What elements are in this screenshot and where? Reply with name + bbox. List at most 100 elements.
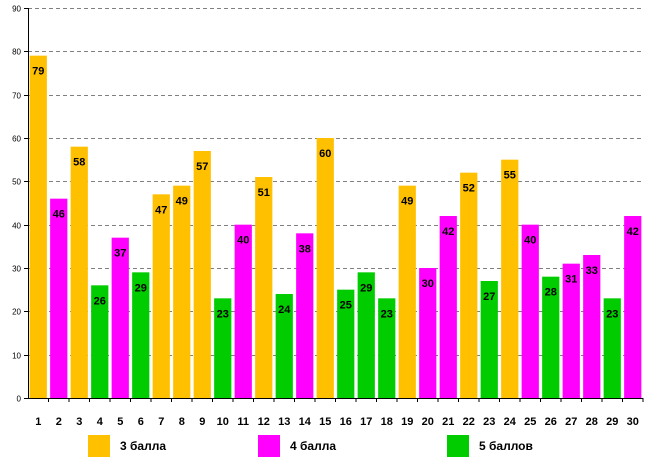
data-label: 23 [606,308,618,320]
x-tick-label: 19 [401,416,413,428]
data-label: 29 [135,282,147,294]
x-tick-label: 29 [606,416,618,428]
x-tick-label: 2 [56,416,62,428]
data-label: 60 [319,148,331,160]
legend-item-5: 5 баллов [447,433,533,459]
bar [357,272,375,398]
x-tick-label: 21 [442,416,454,428]
x-tick-label: 25 [524,416,536,428]
data-label: 47 [155,204,167,216]
data-label: 26 [94,295,106,307]
data-label: 49 [401,196,413,208]
data-label: 40 [524,235,536,247]
y-tick-label: 40 [12,222,21,231]
bar [542,276,560,398]
x-tick-label: 11 [237,416,249,428]
x-tick-label: 12 [258,416,270,428]
bar [521,224,539,398]
data-label: 38 [299,243,311,255]
data-label: 40 [237,235,249,247]
legend-swatch-3 [88,435,110,457]
legend-item-3: 3 балла [88,433,166,459]
y-tick-label: 0 [17,395,22,404]
x-tick-label: 14 [299,416,312,428]
bar [152,194,170,398]
bar [50,198,68,398]
data-label: 58 [73,157,85,169]
data-label: 23 [381,308,393,320]
bar [275,294,293,398]
data-label: 46 [53,209,65,221]
bar [255,177,273,398]
bar [316,138,334,398]
bar [214,298,232,398]
data-label: 31 [565,274,577,286]
x-tick-label: 4 [97,416,104,428]
x-tick-label: 26 [545,416,557,428]
legend-swatch-5 [447,435,469,457]
gridlines [28,8,643,356]
legend-item-4: 4 балла [258,433,336,459]
bar [460,172,478,398]
bars [29,55,642,399]
x-tick-label: 3 [76,416,82,428]
x-tick-label: 18 [381,416,393,428]
y-axis: 0 10 20 30 40 50 60 70 80 90 [12,5,29,404]
bar [173,185,191,398]
data-label: 27 [483,291,495,303]
y-tick-label: 50 [12,178,21,187]
y-tick-label: 30 [12,265,21,274]
data-label: 42 [627,226,639,238]
bar [439,216,457,398]
x-tick-label: 6 [138,416,144,428]
x-tick-label: 13 [278,416,290,428]
bar [132,272,150,398]
x-axis: 1 2 3 4 5 6 7 8 9 10 11 12 13 14 15 16 17 18 19 20 21 22 23 24 2… [28,398,644,428]
x-tick-label: 23 [483,416,495,428]
data-label: 24 [278,304,291,316]
bar [337,289,355,398]
legend-label-5: 5 баллов [479,439,533,453]
data-label: 79 [32,66,44,78]
x-tick-label: 16 [340,416,352,428]
data-label: 23 [217,308,229,320]
x-tick-label: 7 [158,416,164,428]
x-tick-label: 15 [319,416,331,428]
x-tick-label: 17 [360,416,372,428]
bar [296,233,314,398]
bar [480,281,498,398]
bar [70,146,88,398]
bar [501,159,519,398]
legend-swatch-4 [258,435,280,457]
bar [583,255,601,398]
x-tick-label: 9 [199,416,205,428]
data-label: 55 [504,170,516,182]
y-tick-label: 10 [12,352,21,361]
bar [193,151,211,398]
y-tick-label: 20 [12,308,21,317]
bar [378,298,396,398]
x-tick-label: 10 [217,416,229,428]
x-tick-label: 27 [565,416,577,428]
data-label: 25 [340,300,352,312]
y-tick-label: 70 [12,92,21,101]
data-label: 29 [360,282,372,294]
bar [111,237,129,398]
y-tick-label: 90 [12,5,21,14]
data-label: 33 [586,265,598,277]
data-labels: 79 46 58 26 37 29 47 49 57 23 40 51 24 38 60 25 29 23 49 30… [32,66,639,321]
bar [419,268,437,398]
data-label: 28 [545,287,557,299]
bar [603,298,621,398]
data-label: 30 [422,278,434,290]
y-tick-label: 60 [12,135,21,144]
data-label: 49 [176,196,188,208]
x-tick-label: 1 [35,416,41,428]
bar [29,55,47,399]
bar [234,224,252,398]
bar [562,263,580,398]
x-tick-label: 22 [463,416,475,428]
data-label: 51 [258,187,270,199]
data-label: 57 [196,161,208,173]
